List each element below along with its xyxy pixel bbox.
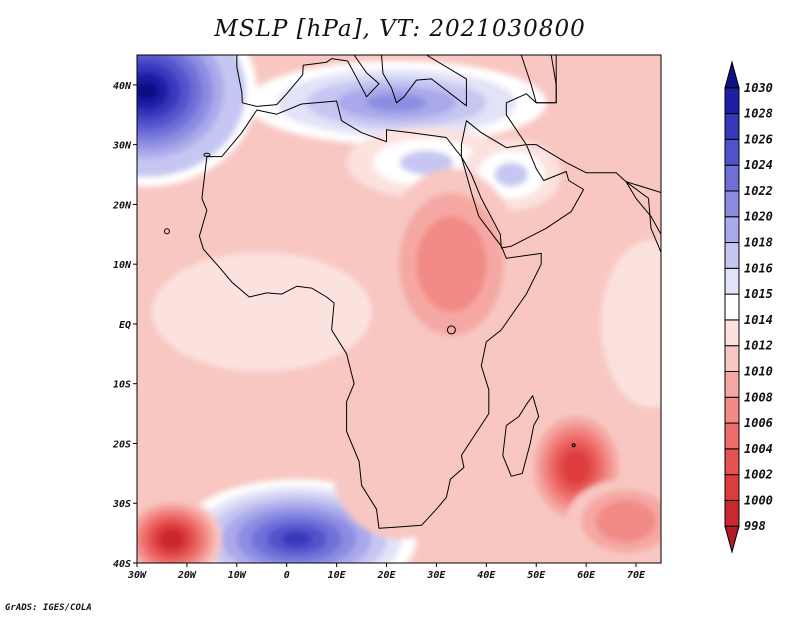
y-tick-label: 30N (112, 141, 132, 152)
colorbar-label: 1016 (744, 261, 773, 275)
colorbar-label: 1006 (744, 416, 773, 430)
colorbar-swatch (724, 345, 740, 372)
y-tick-label: EQ (119, 320, 131, 331)
colorbar-label: 1022 (744, 184, 773, 198)
coastline-africa (198, 100, 542, 529)
colorbar-min-triangle (724, 525, 740, 554)
coastline-madagascar (502, 395, 540, 477)
colorbar-swatch (724, 242, 740, 269)
colorbar: 998 1000 1002 1004 1006 1008 1010 1012 1014 1015 1… (724, 60, 773, 554)
coastline-balkans (381, 55, 467, 107)
pressure-contour-azores-high (137, 81, 158, 101)
x-tick-label: 70E (627, 570, 646, 581)
coastline-europe (236, 55, 380, 107)
pressure-contour-southern-ocean-low (611, 510, 642, 532)
colorbar-swatch (724, 190, 740, 218)
colorbar-swatch (724, 293, 740, 321)
grads-credit: GrADS: IGES/COLA (5, 603, 92, 613)
coastlines (163, 55, 661, 529)
colorbar-swatch (724, 474, 740, 501)
axis-ticks: 30W 20W 10W 0 10E 20E 30E 40E 50E 60E 70E 40N 30N 20N… (112, 81, 646, 581)
pressure-contour-sudan-low (433, 240, 469, 289)
colorbar-label: 1026 (744, 132, 773, 146)
colorbar-swatch (724, 87, 740, 115)
pressure-contour-saharan-ridge (399, 150, 454, 175)
pressure-contour-sw-atlantic-low (165, 533, 179, 545)
pressure-contour-indian-ocean-high (626, 282, 661, 366)
colorbar-label: 1028 (744, 107, 773, 121)
colorbar-label: 1020 (744, 210, 773, 224)
x-tick-label: 10E (328, 570, 347, 581)
colorbar-swatch (724, 448, 740, 476)
colorbar-label: 1012 (744, 339, 773, 353)
pressure-contour-east-atlantic-trough (206, 282, 317, 342)
y-tick-label: 40S (113, 559, 131, 570)
map-frame (136, 54, 662, 564)
colorbar-label: 1018 (744, 236, 773, 250)
colorbar-label: 1002 (744, 468, 773, 482)
colorbar-label: 1000 (744, 493, 773, 507)
colorbar-swatch (724, 499, 740, 527)
y-tick-label: 20N (112, 200, 132, 211)
colorbar-label: 1004 (744, 442, 773, 456)
coastline-arabia (460, 120, 585, 249)
colorbar-label: 1014 (744, 313, 773, 327)
coastline-india (625, 181, 661, 253)
y-tick-label: 10N (113, 260, 132, 271)
colorbar-swatch (724, 319, 740, 347)
pressure-contour-st-helena-high (281, 531, 312, 547)
colorbar-swatch (724, 370, 740, 398)
colorbar-label: 1010 (744, 364, 773, 378)
x-tick-label: 20E (376, 570, 396, 581)
pressure-contour-kalahari-low (366, 431, 437, 504)
colorbar-label: 998 (744, 519, 766, 533)
x-tick-label: 40E (477, 570, 496, 581)
x-tick-label: 60E (577, 570, 596, 581)
colorbar-swatch (724, 138, 740, 166)
x-tick-label: 30E (426, 570, 446, 581)
x-tick-label: 0 (284, 570, 290, 581)
colorbar-max-triangle (724, 60, 740, 89)
island-mauritius (571, 443, 576, 448)
y-tick-label: 40N (113, 81, 132, 92)
x-tick-label: 50E (527, 570, 546, 581)
coastline-persia (505, 55, 661, 235)
colorbar-swatch (724, 422, 740, 450)
x-tick-label: 30W (127, 570, 147, 581)
colorbar-swatch (724, 216, 740, 244)
island-canaries (203, 152, 211, 157)
colorbar-swatch (724, 164, 740, 192)
y-tick-label: 30S (112, 499, 131, 510)
colorbar-label: 1008 (744, 390, 773, 404)
colorbar-swatch (724, 113, 740, 140)
plot-title: MSLP [hPa], VT: 2021030800 (214, 16, 586, 42)
colorbar-swatch (724, 396, 740, 424)
x-tick-label: 20W (177, 570, 197, 581)
pressure-contour-arabian-ridge (494, 162, 528, 187)
colorbar-label: 1030 (744, 81, 773, 95)
colorbar-label: 1015 (744, 287, 773, 301)
island-cape-verde (163, 228, 170, 235)
x-tick-label: 10W (228, 570, 247, 581)
colorbar-label: 1024 (744, 158, 773, 172)
lake-victoria (446, 325, 456, 335)
pressure-contour-madagascar-low (569, 458, 584, 476)
y-tick-label: 20S (112, 439, 131, 450)
y-tick-label: 10S (113, 380, 131, 391)
colorbar-swatch (724, 267, 740, 295)
